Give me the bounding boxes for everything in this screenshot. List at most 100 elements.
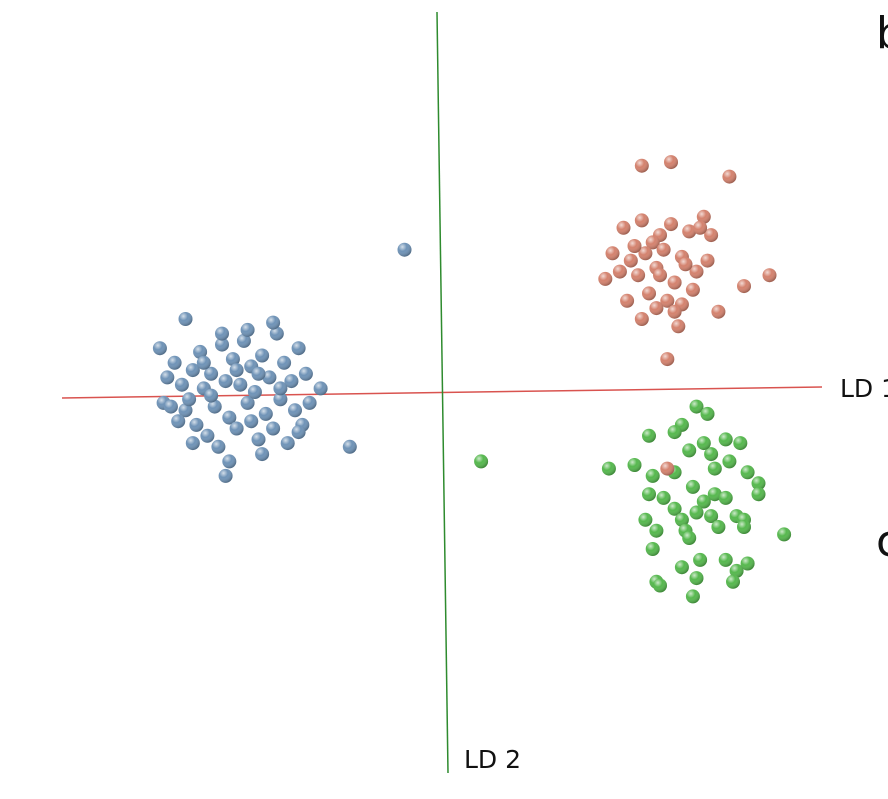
data-point [273, 392, 288, 407]
data-point [642, 286, 656, 301]
data-point [685, 282, 700, 297]
data-point [660, 352, 675, 367]
data-point [693, 220, 708, 235]
ld2-axis-line [436, 11, 449, 774]
data-point [653, 578, 667, 593]
data-point [664, 217, 678, 232]
data-point [762, 268, 777, 283]
data-point [682, 531, 697, 545]
data-point [222, 410, 237, 425]
data-point [634, 158, 649, 173]
data-point [678, 257, 693, 272]
data-point [182, 392, 197, 407]
data-point [313, 381, 328, 396]
data-point [696, 436, 711, 451]
data-point [215, 326, 229, 341]
data-point [397, 242, 412, 257]
data-point [722, 169, 737, 184]
data-point [656, 242, 671, 257]
data-point [667, 304, 682, 319]
data-point [240, 322, 255, 337]
data-point [660, 461, 675, 476]
data-point [273, 381, 288, 396]
data-point [733, 436, 748, 451]
data-point [178, 312, 193, 326]
data-point [163, 399, 178, 414]
data-point [207, 399, 222, 414]
data-point [236, 333, 251, 348]
data-point [258, 406, 273, 421]
data-point [262, 370, 277, 385]
data-point [598, 271, 613, 286]
data-point [726, 574, 740, 589]
data-point [280, 436, 295, 451]
data-point [718, 490, 733, 505]
data-point [685, 479, 700, 494]
data-point [704, 509, 719, 524]
data-point [601, 461, 616, 476]
data-point [193, 344, 208, 359]
data-point [269, 326, 284, 341]
data-point [291, 425, 306, 440]
data-point [244, 414, 259, 429]
data-point [225, 352, 240, 367]
data-point [711, 520, 726, 534]
points-layer [152, 155, 792, 604]
data-point [284, 374, 299, 389]
data-point [631, 268, 646, 283]
data-point [196, 355, 211, 370]
data-point [291, 341, 306, 356]
data-point [689, 571, 704, 586]
data-point [696, 494, 711, 509]
data-point [718, 552, 733, 567]
data-point [266, 315, 281, 330]
data-point [664, 155, 678, 170]
data-point [645, 542, 660, 556]
panel-letter-b: b [876, 8, 888, 59]
data-point [707, 487, 722, 502]
data-point [740, 556, 755, 571]
data-point [612, 264, 627, 279]
data-point [167, 355, 182, 370]
data-point [740, 465, 755, 480]
data-point [737, 279, 751, 294]
data-point [638, 246, 653, 261]
data-point [689, 505, 704, 520]
data-point [642, 487, 656, 502]
data-point [707, 461, 722, 476]
y-axis-label: LD 2 [464, 745, 521, 774]
data-point [667, 501, 682, 516]
data-point [200, 428, 215, 443]
data-point [342, 439, 357, 454]
data-point [667, 275, 682, 290]
data-point [288, 403, 302, 418]
data-point [215, 337, 229, 352]
data-point [211, 439, 226, 454]
data-point [696, 209, 711, 224]
data-point [620, 293, 635, 308]
data-point [171, 414, 186, 429]
data-point [160, 370, 175, 385]
data-point [266, 421, 281, 436]
data-point [218, 374, 233, 389]
data-point [722, 454, 737, 469]
data-point [711, 304, 726, 319]
data-point [693, 552, 708, 567]
data-point [649, 301, 664, 316]
data-point [674, 512, 689, 527]
data-point [174, 377, 189, 392]
data-point [729, 563, 744, 578]
data-point [751, 487, 766, 502]
data-point [700, 253, 715, 268]
data-point [255, 348, 270, 363]
data-point [689, 399, 704, 414]
data-point [185, 363, 200, 378]
data-point [685, 589, 700, 604]
data-point [627, 239, 642, 253]
data-point [251, 366, 266, 381]
data-point [737, 520, 751, 534]
data-point [751, 476, 766, 491]
data-point [185, 436, 200, 451]
data-point [638, 512, 653, 527]
